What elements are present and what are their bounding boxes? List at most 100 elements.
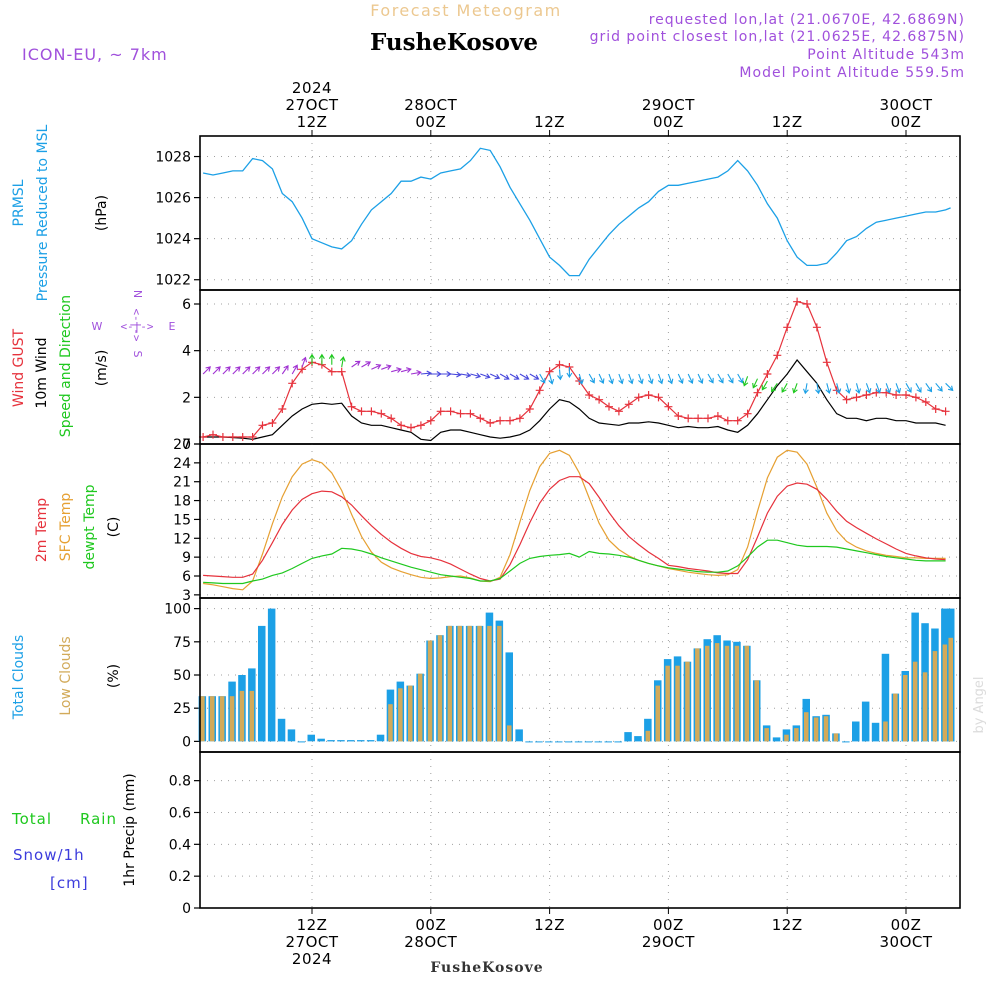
time-tick-label: 12Z — [534, 113, 565, 131]
wind-arrow — [272, 367, 279, 374]
total-cloud-bar — [377, 735, 385, 742]
clouds-frame — [200, 598, 960, 752]
total-clouds-label: Total Clouds — [11, 635, 27, 720]
gust-marker — [625, 400, 633, 408]
total-cloud-bar — [327, 740, 335, 741]
wind-arrow — [223, 367, 230, 374]
y-tick-label: 0 — [182, 734, 191, 750]
gust-marker — [744, 410, 752, 418]
pressure-line — [203, 148, 951, 275]
wind-arrow — [530, 374, 539, 379]
gust-marker — [635, 393, 643, 401]
gust-marker — [645, 391, 653, 399]
wind-arrow — [678, 374, 683, 383]
y-tick-label: 0 — [182, 901, 191, 917]
wind-arrow — [302, 358, 307, 367]
total-cloud-bar — [337, 740, 345, 741]
total-cloud-bar — [258, 626, 266, 742]
requested-point: requested lon,lat (21.0670E, 42.6869N) — [649, 12, 965, 28]
wind-frame — [200, 290, 960, 444]
total-cloud-bar — [595, 741, 603, 742]
y-tick-label: 0.4 — [169, 837, 191, 853]
gust-marker — [773, 351, 781, 359]
time-tick-label: 27OCT — [285, 933, 338, 951]
gust-marker — [556, 361, 564, 369]
wind-arrow — [658, 374, 663, 383]
low-cloud-bar — [230, 696, 235, 741]
low-clouds-label: Low Clouds — [58, 636, 74, 715]
time-tick-label: 12Z — [534, 916, 565, 934]
y-tick-label: 15 — [173, 512, 191, 528]
low-cloud-bar — [735, 646, 740, 742]
bottom-time-axis: 12Z27OCT202400Z28OCT12Z 00Z29OCT12Z 00Z30O… — [285, 908, 932, 968]
gust-marker — [506, 417, 514, 425]
precip-rain-label: Rain — [80, 810, 117, 828]
gust-marker — [853, 393, 861, 401]
precip-y-axis: 00.20.40.60.8 — [169, 774, 200, 917]
low-cloud-bar — [903, 675, 908, 741]
time-tick-label: 00Z — [415, 113, 446, 131]
sfc-temp-label: SFC Temp — [58, 493, 74, 562]
wind-arrow — [738, 374, 743, 383]
gust-marker — [288, 379, 296, 387]
wind-arrow — [936, 383, 942, 391]
wind-grid — [200, 290, 960, 444]
pressure-y-axis: 1022 1024 1026 1028 — [155, 150, 200, 289]
clouds-panel: 0 25 50 75 100 Total Clouds Low Clouds (%) b… — [11, 598, 987, 752]
total-cloud-bar — [288, 729, 296, 741]
wind-arrow — [804, 383, 809, 393]
wind-arrow — [441, 372, 451, 377]
gust-marker — [486, 419, 494, 427]
gust-marker — [387, 414, 395, 422]
wind-direction-arrows — [203, 355, 953, 394]
wind-arrow — [793, 383, 798, 392]
gust-marker — [714, 412, 722, 420]
wind-arrow — [946, 383, 953, 390]
wind-arrow — [490, 374, 499, 379]
low-cloud-bar — [834, 733, 839, 741]
wind-arrow — [629, 374, 634, 383]
wind-arrow — [648, 374, 653, 383]
low-cloud-bar — [755, 680, 760, 741]
low-cloud-bar — [418, 674, 423, 742]
dewpt-label: dewpt Temp — [82, 484, 98, 569]
low-cloud-bar — [438, 635, 443, 741]
gust-marker — [684, 414, 692, 422]
low-cloud-bar — [467, 626, 472, 742]
low-cloud-bar — [477, 626, 482, 742]
gust-marker — [447, 407, 455, 415]
wind-arrow — [401, 368, 411, 373]
wind-label-10m: 10m Wind — [34, 337, 50, 408]
low-cloud-bar — [646, 731, 651, 742]
total-cloud-bar — [585, 741, 593, 742]
gust-marker — [763, 370, 771, 378]
compass-west: W — [92, 320, 103, 333]
location-title: FusheKosove — [370, 29, 538, 56]
time-tick-label: 28OCT — [404, 96, 457, 114]
gust-marker — [704, 414, 712, 422]
wind-gust-label: Wind GUST — [11, 328, 27, 407]
time-tick-label: 12Z — [772, 916, 803, 934]
total-cloud-bar — [525, 741, 533, 742]
total-cloud-bar — [317, 739, 325, 742]
model-label: ICON-EU, ~ 7km — [22, 45, 168, 64]
compass-horizontal-arrow: <-|-> — [120, 320, 153, 333]
precip-snow-label: Snow/1h — [13, 846, 85, 864]
t2m-label: 2m Temp — [34, 498, 50, 562]
precip-cm-label: [cm] — [50, 874, 89, 892]
total-cloud-bar — [605, 741, 613, 742]
gust-marker — [367, 407, 375, 415]
low-cloud-bar — [250, 691, 255, 741]
low-cloud-bar — [933, 651, 938, 741]
y-tick-label: 12 — [173, 531, 191, 547]
wind-speed-line — [203, 360, 946, 441]
wind-panel: 0246 Wind GUST 10m Wind Speed and Direct… — [11, 290, 960, 453]
dewpoint-temp-line — [203, 540, 946, 583]
gust-marker — [476, 414, 484, 422]
y-tick-label: 1028 — [155, 150, 191, 166]
y-tick-label: 9 — [182, 550, 191, 566]
gust-marker — [823, 358, 831, 366]
wind-arrow — [421, 371, 431, 376]
low-cloud-bar — [220, 696, 225, 741]
gust-marker — [605, 403, 613, 411]
